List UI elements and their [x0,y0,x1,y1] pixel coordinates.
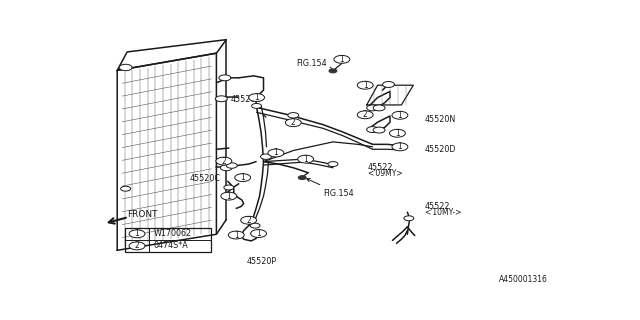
Circle shape [357,81,373,89]
Circle shape [219,75,231,81]
Text: 45520D: 45520D [230,95,262,105]
Text: FIG.154: FIG.154 [296,59,333,70]
Text: 1: 1 [395,129,400,138]
Text: FIG.154: FIG.154 [307,179,354,198]
Text: 45520D: 45520D [425,145,456,154]
Circle shape [216,96,227,102]
Circle shape [250,223,260,228]
Text: <'09MY>: <'09MY> [367,169,403,179]
Circle shape [227,163,237,168]
Circle shape [235,174,251,181]
Circle shape [357,111,373,119]
Text: 45522: 45522 [425,202,450,211]
Text: 1: 1 [134,229,140,238]
Circle shape [221,192,237,200]
Text: 1: 1 [227,192,231,201]
Circle shape [121,186,131,191]
Circle shape [241,216,257,224]
Text: 1: 1 [363,81,367,90]
Circle shape [129,242,145,250]
Circle shape [251,230,266,237]
Circle shape [260,154,271,159]
Circle shape [216,157,232,165]
Text: 1: 1 [240,173,245,182]
Circle shape [390,129,405,137]
Text: 45522: 45522 [367,163,393,172]
Circle shape [373,105,385,111]
Text: 1: 1 [303,155,308,164]
Text: 1: 1 [397,111,403,120]
Text: A450001316: A450001316 [499,275,548,284]
Text: 1: 1 [397,142,403,151]
Text: 1: 1 [254,93,259,102]
Text: FRONT: FRONT [127,210,157,219]
Text: 1: 1 [339,55,344,64]
Text: 0474S*A: 0474S*A [154,241,188,250]
Circle shape [288,113,299,118]
Circle shape [367,105,379,111]
Circle shape [383,82,394,87]
Text: 1: 1 [273,148,278,157]
Text: 2: 2 [363,110,367,119]
Circle shape [285,119,301,127]
Text: 2: 2 [246,216,251,225]
Circle shape [268,149,284,157]
Text: 2: 2 [291,118,296,127]
Circle shape [249,93,264,101]
Circle shape [228,231,244,239]
Circle shape [367,127,379,132]
Circle shape [298,176,306,180]
Text: 1: 1 [256,229,261,238]
Text: 45520N: 45520N [425,115,456,124]
Circle shape [220,165,232,171]
Circle shape [329,69,337,73]
Text: 2: 2 [134,241,140,250]
Circle shape [392,143,408,151]
Text: 1: 1 [234,230,239,240]
Text: W170062: W170062 [154,229,191,238]
Text: <'10MY->: <'10MY-> [425,208,462,217]
Circle shape [298,155,314,163]
Circle shape [392,111,408,119]
Text: 2: 2 [221,156,226,166]
Circle shape [129,230,145,238]
Circle shape [334,55,350,63]
Circle shape [119,64,132,71]
Circle shape [224,185,234,190]
Circle shape [252,103,262,108]
Circle shape [328,162,338,166]
Circle shape [373,127,385,133]
Text: 45520P: 45520P [246,257,276,266]
Circle shape [404,216,414,221]
Text: 45520C: 45520C [190,174,221,183]
Bar [125,228,211,252]
